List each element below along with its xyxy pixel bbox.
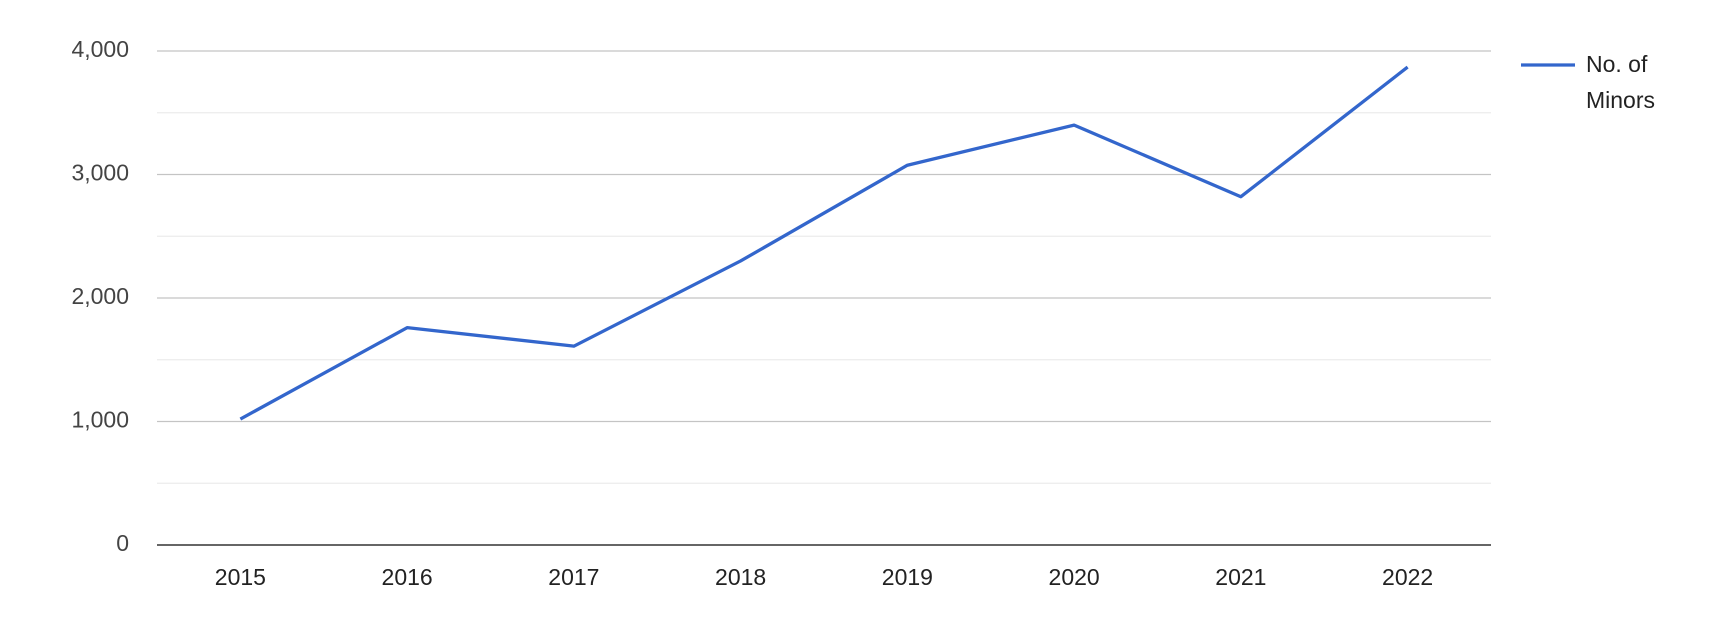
x-tick-label: 2020	[1049, 564, 1100, 590]
x-tick-label: 2016	[382, 564, 433, 590]
x-tick-label: 2019	[882, 564, 933, 590]
x-tick-label: 2022	[1382, 564, 1433, 590]
x-tick-label: 2017	[548, 564, 599, 590]
y-tick-label: 1,000	[71, 407, 129, 433]
legend-label: No. of Minors	[1586, 51, 1656, 113]
x-tick-label: 2021	[1215, 564, 1266, 590]
y-tick-label: 2,000	[71, 283, 129, 309]
y-tick-label: 4,000	[71, 36, 129, 62]
x-tick-label: 2018	[715, 564, 766, 590]
y-tick-label: 0	[116, 530, 129, 556]
line-series	[239, 65, 1409, 421]
y-tick-label: 3,000	[71, 160, 129, 186]
x-tick-label: 2015	[215, 564, 266, 590]
